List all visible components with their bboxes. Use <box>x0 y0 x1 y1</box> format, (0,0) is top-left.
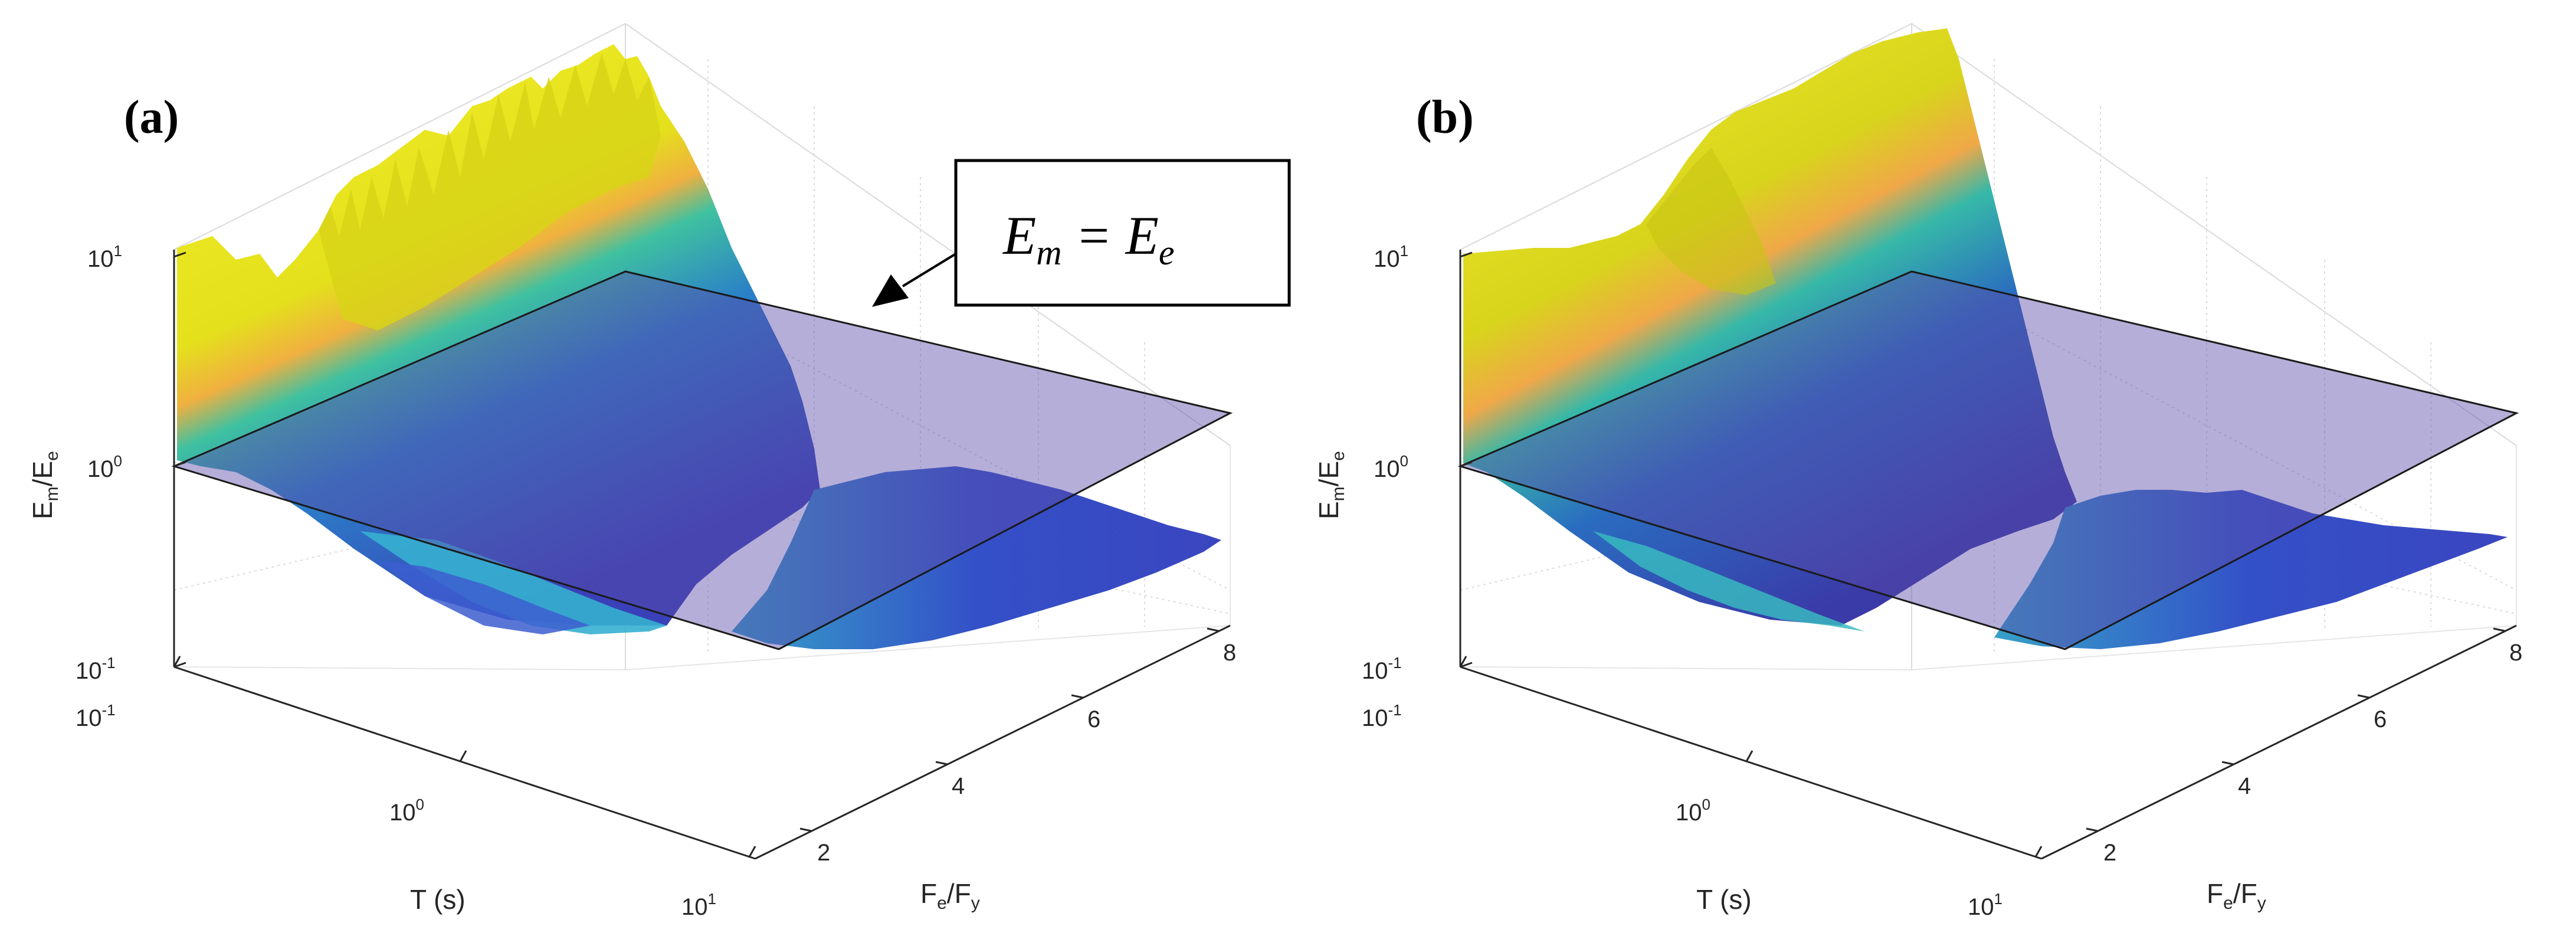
panel-a-ytick-marks <box>799 627 1219 832</box>
panel-b-reference-plane <box>1457 270 2519 650</box>
panel-a-ztick-1: 101 <box>87 242 122 272</box>
panel-b-xtick-1: 101 <box>1968 890 2003 920</box>
panel-a-surface <box>177 44 1221 649</box>
panel-a-ztick-marks <box>173 251 186 668</box>
panel-b-ytick-8: 8 <box>2509 640 2522 666</box>
panel-a-xtick-m1: 10-1 <box>76 701 116 731</box>
surface-a-spikes <box>319 53 661 330</box>
surface-a-low-left <box>360 531 667 634</box>
panel-a-ztick-m1: 10-1 <box>76 654 116 684</box>
panel-b-xlabel: T (s) <box>1696 884 1752 915</box>
panel-a-annotation: Em = Ee <box>872 159 1291 307</box>
panel-b-ytick-2: 2 <box>2103 840 2116 866</box>
surface-a-bowl <box>378 561 590 634</box>
surface-b-low-left <box>1593 531 1864 631</box>
panel-b: 101 100 10-1 10-1 100 101 2 4 6 8 Em/Ee … <box>1313 22 2522 920</box>
panel-b-ylabel: Fe/Fy <box>2207 878 2266 913</box>
panel-a: 101 100 10-1 10-1 100 101 2 4 6 8 Em/Ee … <box>27 22 1291 920</box>
panel-b-letter: (b) <box>1416 91 1474 143</box>
annotation-equation: Em = Ee <box>1002 205 1174 272</box>
panel-a-ztick-0: 100 <box>87 452 122 482</box>
panel-a-ylabel: Fe/Fy <box>920 878 980 913</box>
panel-a-ytick-4: 4 <box>952 773 965 799</box>
panel-a-ytick-6: 6 <box>1087 706 1100 732</box>
panel-a-ytick-2: 2 <box>817 840 830 866</box>
panel-a-zlabel: Em/Ee <box>27 451 62 519</box>
panel-b-ztick-1: 101 <box>1374 242 1408 272</box>
panel-b-xtick-0: 100 <box>1676 796 1710 826</box>
panel-b-ytick-4: 4 <box>2238 773 2251 799</box>
panel-a-xtick-1: 101 <box>681 890 716 920</box>
panel-b-ytick-marks <box>2086 627 2505 832</box>
panel-a-xtick-marks <box>173 656 756 858</box>
panel-b-ztick-0: 100 <box>1374 452 1408 482</box>
panel-a-xlabel: T (s) <box>410 884 466 915</box>
panel-b-xtick-m1: 10-1 <box>1362 701 1402 731</box>
annotation-arrow-line <box>902 253 957 287</box>
panel-b-xtick-marks <box>1459 656 2043 858</box>
panel-b-ztick-m1: 10-1 <box>1362 654 1402 684</box>
panel-a-axes <box>173 250 1231 860</box>
surface-a-low-right <box>732 466 1221 649</box>
panel-a-letter: (a) <box>124 91 179 143</box>
panel-a-ytick-8: 8 <box>1223 640 1236 666</box>
surface-b-shade <box>1646 148 1776 295</box>
panel-b-ytick-6: 6 <box>2374 706 2387 732</box>
surface-b-main <box>1463 28 2077 626</box>
panel-a-xtick-0: 100 <box>389 796 424 826</box>
panel-a-reference-plane <box>171 270 1233 650</box>
panel-b-zlabel: Em/Ee <box>1313 451 1348 519</box>
panel-b-axes <box>1459 250 2517 860</box>
surface-b-low-right <box>1994 490 2508 649</box>
annotation-arrow-head <box>872 274 909 307</box>
panel-b-ztick-marks <box>1460 251 1473 668</box>
surface-a-main <box>177 44 820 626</box>
panel-b-surface <box>1463 28 2508 649</box>
